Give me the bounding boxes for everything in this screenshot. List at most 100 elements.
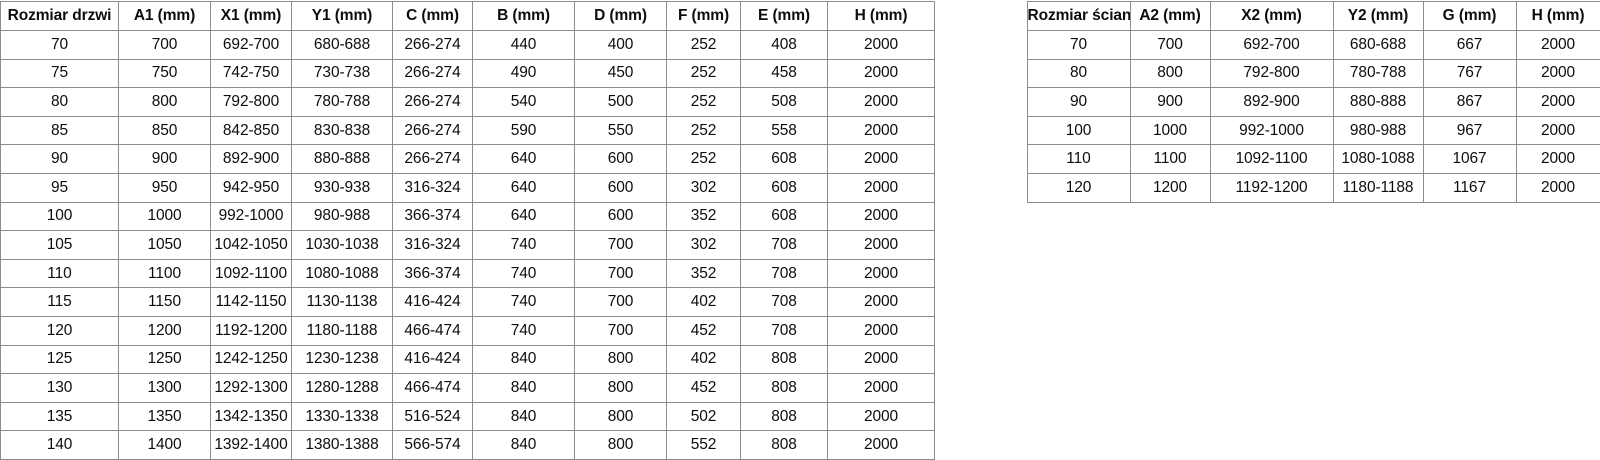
table-header-row: Rozmiar ścianki A2 (mm) X2 (mm) Y2 (mm) …	[1003, 1, 1600, 31]
cell: 408	[740, 30, 828, 60]
cell: 608	[740, 172, 828, 203]
table-left-spacer	[1003, 59, 1027, 88]
cell: 266-274	[392, 144, 473, 174]
cell: 352	[666, 201, 741, 232]
table-row: 70 700 692-700 680-688 266-274 440 400 2…	[0, 30, 935, 60]
cell: 840	[472, 430, 575, 460]
cell: 700	[1129, 30, 1211, 60]
table-left-spacer	[1003, 87, 1027, 117]
table-header-row: Rozmiar drzwi A1 (mm) X1 (mm) Y1 (mm) C …	[0, 1, 935, 31]
cell: 950	[118, 172, 211, 203]
column-header-c: C (mm)	[392, 1, 473, 31]
cell: 366-374	[392, 201, 473, 232]
cell: 792-800	[1209, 58, 1334, 89]
cell: 1092-1100	[1209, 144, 1334, 174]
cell: 540	[472, 87, 575, 117]
cell: 2000	[1515, 87, 1600, 117]
table-left-spacer	[1003, 1, 1027, 31]
cell: 667	[1422, 30, 1517, 60]
cell: 640	[472, 144, 575, 174]
cell: 450	[574, 58, 667, 89]
cell: 85	[0, 115, 119, 146]
cell: 1150	[118, 287, 211, 317]
cell: 2000	[827, 230, 935, 260]
cell: 680-688	[291, 30, 393, 60]
cell: 135	[0, 401, 119, 432]
cell: 452	[666, 373, 741, 403]
cell: 1250	[118, 344, 211, 375]
cell: 2000	[1515, 58, 1600, 89]
cell: 1030-1038	[291, 230, 393, 260]
cell: 2000	[1515, 115, 1600, 146]
cell: 1167	[1422, 172, 1517, 203]
cell: 266-274	[392, 87, 473, 117]
cell: 767	[1422, 58, 1517, 89]
cell: 750	[118, 58, 211, 89]
cell: 1042-1050	[210, 230, 292, 260]
cell: 252	[666, 115, 741, 146]
cell: 1192-1200	[1209, 172, 1334, 203]
cell: 808	[740, 401, 828, 432]
cell: 700	[118, 30, 211, 60]
cell: 730-738	[291, 58, 393, 89]
cell: 1080-1088	[291, 258, 393, 289]
table-row: 70 700 692-700 680-688 667 2000	[1003, 30, 1600, 60]
cell: 808	[740, 430, 828, 460]
cell: 1142-1150	[210, 287, 292, 317]
column-header-h: H (mm)	[1515, 1, 1600, 31]
cell: 316-324	[392, 172, 473, 203]
cell: 600	[574, 201, 667, 232]
cell: 1100	[1129, 144, 1211, 174]
cell: 90	[1026, 87, 1131, 117]
cell: 1400	[118, 430, 211, 460]
cell: 800	[574, 373, 667, 403]
cell: 100	[1026, 115, 1131, 146]
cell: 2000	[827, 115, 935, 146]
cell: 1230-1238	[291, 344, 393, 375]
table-row: 120 1200 1192-1200 1180-1188 466-474 740…	[0, 315, 935, 346]
cell: 840	[472, 401, 575, 432]
cell: 1080-1088	[1332, 144, 1424, 174]
cell: 466-474	[392, 315, 473, 346]
cell: 780-788	[291, 87, 393, 117]
cell: 2000	[827, 87, 935, 117]
cell: 1330-1338	[291, 401, 393, 432]
cell: 740	[472, 258, 575, 289]
cell: 992-1000	[210, 201, 292, 232]
column-header-a1: A1 (mm)	[118, 1, 211, 31]
cell: 640	[472, 172, 575, 203]
cell: 252	[666, 144, 741, 174]
cell: 252	[666, 30, 741, 60]
table-row: 110 1100 1092-1100 1080-1088 1067 2000	[1003, 144, 1600, 174]
cell: 680-688	[1332, 30, 1424, 60]
cell: 302	[666, 230, 741, 260]
cell: 1200	[1129, 172, 1211, 203]
cell: 892-900	[1209, 87, 1334, 117]
column-header-e: E (mm)	[740, 1, 828, 31]
door-table-body: 70 700 692-700 680-688 266-274 440 400 2…	[0, 30, 935, 460]
wall-size-table: Rozmiar ścianki A2 (mm) X2 (mm) Y2 (mm) …	[1003, 1, 1600, 203]
cell: 830-838	[291, 115, 393, 146]
cell: 558	[740, 115, 828, 146]
cell: 2000	[827, 172, 935, 203]
cell: 252	[666, 58, 741, 89]
cell: 600	[574, 172, 667, 203]
column-header-b: B (mm)	[472, 1, 575, 31]
cell: 366-374	[392, 258, 473, 289]
cell: 740	[472, 230, 575, 260]
cell: 266-274	[392, 58, 473, 89]
cell: 2000	[827, 58, 935, 89]
cell: 1242-1250	[210, 344, 292, 375]
table-row: 110 1100 1092-1100 1080-1088 366-374 740…	[0, 258, 935, 289]
cell: 892-900	[210, 144, 292, 174]
cell: 800	[118, 87, 211, 117]
cell: 800	[574, 401, 667, 432]
column-header-y1: Y1 (mm)	[291, 1, 393, 31]
cell: 302	[666, 172, 741, 203]
cell: 992-1000	[1209, 115, 1334, 146]
cell: 930-938	[291, 172, 393, 203]
cell: 742-750	[210, 58, 292, 89]
table-row: 105 1050 1042-1050 1030-1038 316-324 740…	[0, 230, 935, 260]
cell: 780-788	[1332, 58, 1424, 89]
